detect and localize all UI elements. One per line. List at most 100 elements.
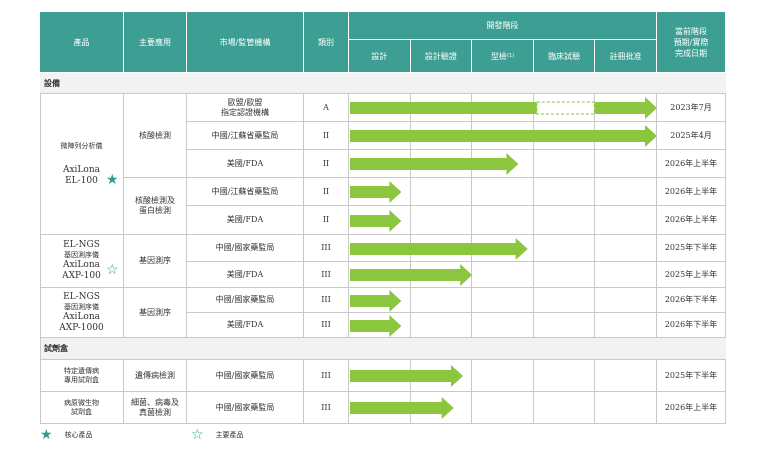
date-cell: 2025年4月 — [657, 122, 726, 150]
market-cell: 歐盟/歐盟 指定認證機構 — [187, 94, 304, 122]
stage-cell — [595, 288, 657, 313]
product-kit1-l1: 特定遺傳病 — [64, 366, 99, 375]
application-a1: 核酸檢測 — [124, 94, 187, 178]
date-cell: 2026年上半年 — [657, 150, 726, 178]
application-a5: 遺傳病檢測 — [124, 360, 187, 392]
market-cell: 美國/FDA — [187, 262, 304, 288]
stage-cell — [472, 150, 534, 178]
stage-cell — [472, 288, 534, 313]
class-cell: II — [304, 122, 349, 150]
header-market: 市場/監管機構 — [187, 12, 304, 73]
stage-cell — [595, 313, 657, 338]
stage-cell — [472, 392, 534, 424]
stage-cell — [410, 178, 473, 206]
progress-arrow — [350, 181, 402, 203]
product-axp1000-l1: EL-NGS — [63, 291, 100, 302]
class-cell: II — [304, 150, 349, 178]
class-cell: II — [304, 178, 349, 206]
header-product: 產品 — [40, 12, 124, 73]
stage-cell — [410, 206, 473, 235]
stage-cell — [472, 360, 534, 392]
application-a3: 基因測序 — [124, 235, 187, 288]
class-cell: III — [304, 360, 349, 392]
market-label: 美國/FDA — [226, 158, 264, 168]
date-cell: 2026年下半年 — [657, 313, 726, 338]
class-cell: III — [304, 288, 349, 313]
market-label: 歐盟/歐盟 — [227, 97, 263, 107]
section-kits: 試劑盒 — [40, 338, 726, 360]
progress-arrow — [350, 365, 463, 387]
class-cell: III — [304, 313, 349, 338]
market-label: 美國/FDA — [226, 215, 264, 224]
product-kit2-l2: 試劑盒 — [71, 407, 92, 416]
market-label: 中國/國家藥監局 — [215, 295, 275, 304]
product-axp1000-l4: AXP-1000 — [59, 322, 104, 333]
header-dev-stage: 開發階段 — [349, 12, 657, 40]
stage-cell — [472, 262, 534, 288]
product-axp100-l1: EL-NGS — [63, 240, 100, 250]
legend-main-label: 主要產品 — [215, 431, 244, 439]
stage-cell — [595, 150, 657, 178]
progress-arrow-shape — [350, 125, 657, 147]
application-a6-l2: 真菌檢測 — [139, 407, 171, 417]
class-cell: II — [304, 206, 349, 235]
stage-cell — [349, 288, 411, 313]
product-kit1-l2: 專用試劑盒 — [64, 375, 99, 384]
stage-cell — [595, 392, 657, 424]
market-cell: 美國/FDA — [187, 150, 304, 178]
market-cell: 中國/江蘇省藥監局 — [187, 178, 304, 206]
market-label: 美國/FDA — [226, 269, 264, 279]
stage-cell — [533, 360, 596, 392]
header-class: 類別 — [304, 12, 349, 73]
stage-cell — [472, 313, 534, 338]
product-el100-brand: AxiLona — [62, 164, 100, 175]
class-cell: III — [304, 262, 349, 288]
date-cell: 2025年下半年 — [657, 235, 726, 262]
market-cell: 中國/江蘇省藥監局 — [187, 122, 304, 150]
progress-arrow — [350, 237, 528, 260]
market-cell: 美國/FDA — [187, 206, 304, 235]
date-cell: 2026年上半年 — [657, 392, 726, 424]
progress-arrow-shape — [350, 365, 463, 387]
progress-arrow — [350, 153, 519, 175]
progress-arrow-shape — [350, 397, 454, 419]
development-pipeline-table: 產品 主要應用 市場/監管機構 類別 開發階段 設計 設計驗證 型檢 (1) 臨床… — [40, 12, 726, 424]
stage-cell — [595, 360, 657, 392]
progress-arrow-shape — [350, 264, 473, 286]
market-label: 中國/江蘇省藥監局 — [211, 186, 279, 196]
product-el100-type: 微陣列分析儀 — [60, 141, 103, 150]
product-el100-model: EL-100 — [65, 175, 98, 186]
header-stage-registration: 註冊批准 — [595, 40, 657, 73]
legend-core: ★ 核心產品 — [40, 428, 93, 442]
class-cell: III — [304, 392, 349, 424]
progress-arrow — [350, 264, 473, 286]
product-axp100-l2: 基因測序儀 — [64, 251, 99, 259]
market-cell: 中國/國家藥監局 — [187, 360, 304, 392]
header-stage-verify: 設計驗證 — [410, 40, 473, 73]
progress-arrow-shape — [350, 97, 657, 119]
stage-cell — [533, 288, 596, 313]
dashed-gap — [536, 101, 595, 115]
product-kit2-l1: 病原微生物 — [64, 398, 99, 407]
stage-cell — [410, 392, 473, 424]
product-axp1000-l3: AxiLona — [62, 311, 100, 322]
date-cell: 2025年下半年 — [657, 360, 726, 392]
stage-cell — [472, 206, 534, 235]
stage-cell — [533, 206, 596, 235]
product-kit2: 病原微生物 試劑盒 — [40, 392, 124, 424]
market-cell: 中國/國家藥監局 — [187, 392, 304, 424]
progress-arrow — [350, 97, 657, 119]
header-application: 主要應用 — [124, 12, 187, 73]
stage-cell — [410, 313, 473, 338]
product-axp100: EL-NGS 基因測序儀 AxiLona AXP-100 — [40, 235, 124, 288]
progress-arrow — [350, 289, 402, 312]
legend-core-label: 核心產品 — [64, 431, 93, 439]
header-stage-clinical: 臨床試驗 — [533, 40, 596, 73]
application-a4: 基因測序 — [124, 288, 187, 338]
market-cell: 美國/FDA — [187, 313, 304, 338]
table-left-border — [40, 94, 41, 424]
product-el100: 微陣列分析儀 AxiLona EL-100 — [40, 94, 124, 235]
stage-cell — [595, 206, 657, 235]
product-axp100-l3: AxiLona — [62, 260, 100, 270]
footnote-marker: (1) — [506, 53, 515, 59]
